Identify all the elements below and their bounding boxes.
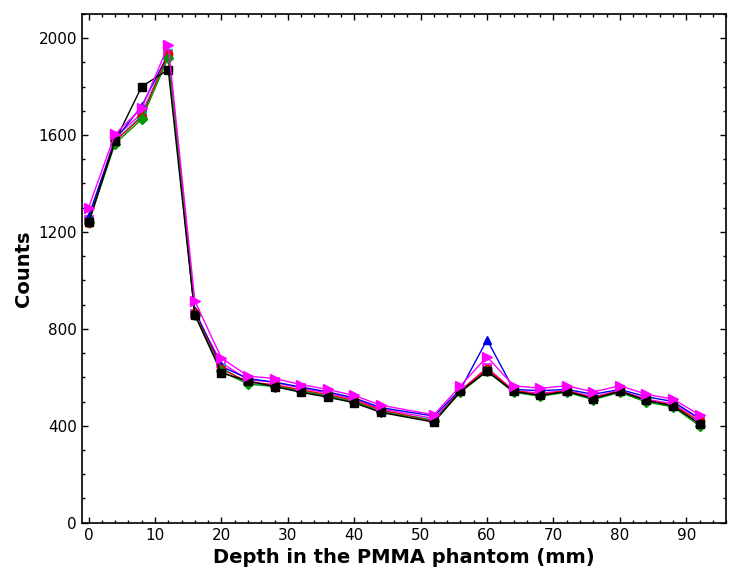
X-axis label: Depth in the PMMA phantom (mm): Depth in the PMMA phantom (mm) [213, 548, 595, 567]
Y-axis label: Counts: Counts [14, 230, 33, 307]
